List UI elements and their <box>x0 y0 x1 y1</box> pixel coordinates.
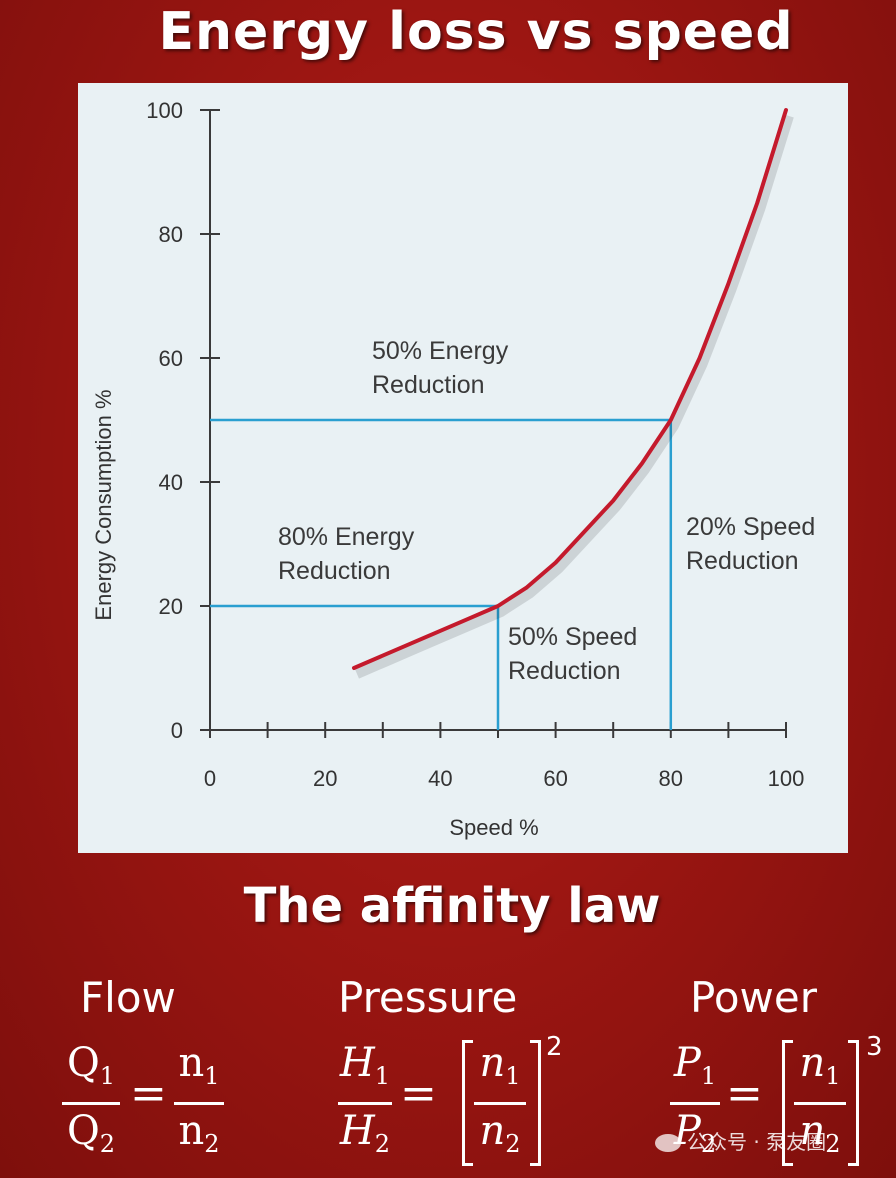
y-tick-label: 20 <box>159 594 183 619</box>
chart-panel: 0 20 40 60 80 100 0 20 40 60 80 100 Speed % Energy Co… <box>78 83 848 853</box>
x-tick-label: 20 <box>313 766 337 791</box>
power-lhs-num-sub: 1 <box>700 1062 717 1090</box>
flow-lhs-fraction: Q1 Q2 <box>62 1040 120 1167</box>
y-tick-label: 40 <box>159 470 183 495</box>
power-rhs-den-sub: 2 <box>825 1130 841 1158</box>
x-tick-label: 100 <box>768 766 805 791</box>
flow-label: Flow <box>80 973 176 1022</box>
y-tick-label: 80 <box>159 222 183 247</box>
annotation-label: 50% Energy <box>372 337 509 365</box>
affinity-law-title: The affinity law <box>243 878 661 934</box>
pressure-lhs-num-sub: 1 <box>374 1062 391 1090</box>
flow-lhs-num-sub: 1 <box>99 1062 116 1090</box>
power-rhs-fraction: n1 n2 <box>794 1040 846 1167</box>
annotation-label: Reduction <box>278 557 391 585</box>
flow-rhs-num-sub: 1 <box>204 1062 220 1090</box>
y-tick-label: 0 <box>171 718 183 743</box>
pressure-lhs-den-sub: 2 <box>374 1130 391 1158</box>
power-left-bracket <box>782 1040 793 1166</box>
power-rhs-num-sub: 1 <box>825 1062 841 1090</box>
power-right-bracket <box>848 1040 859 1166</box>
power-exponent: 3 <box>866 1032 883 1062</box>
energy-curve <box>352 108 788 670</box>
pressure-rhs-num-sub: 1 <box>505 1062 521 1090</box>
pressure-label: Pressure <box>338 973 518 1022</box>
annotation-label: 20% Speed <box>686 513 815 541</box>
pressure-rhs-num: n <box>479 1040 506 1086</box>
pressure-exponent: 2 <box>546 1032 563 1062</box>
annotation-label: Reduction <box>372 371 485 399</box>
flow-rhs-den-sub: 2 <box>204 1130 220 1158</box>
annotation-label: Reduction <box>686 547 799 575</box>
x-axis-label: Speed % <box>449 815 538 840</box>
flow-equals: = <box>130 1068 167 1119</box>
pressure-right-bracket <box>530 1040 541 1166</box>
page-title: Energy loss vs speed <box>158 2 794 62</box>
flow-rhs-den: n <box>178 1108 205 1154</box>
power-equals: = <box>726 1068 763 1119</box>
annotation-label: 80% Energy <box>278 523 415 551</box>
flow-rhs-fraction: n1 n2 <box>174 1040 224 1167</box>
watermark-text: 公众号 · 泵友圈 <box>687 1130 827 1154</box>
pressure-rhs-fraction: n1 n2 <box>474 1040 526 1167</box>
power-rhs-num: n <box>799 1040 826 1086</box>
annotation-label: 50% Speed <box>508 623 637 651</box>
x-tick-label: 60 <box>543 766 567 791</box>
flow-lhs-den-sub: 2 <box>99 1130 116 1158</box>
wechat-logo-icon <box>655 1134 681 1152</box>
power-rhs-den: n <box>799 1108 826 1154</box>
energy-speed-chart: 0 20 40 60 80 100 0 20 40 60 80 100 Speed % Energy Co… <box>91 98 815 840</box>
curve-shadow <box>355 114 794 679</box>
pressure-equals: = <box>400 1068 437 1119</box>
y-tick-label: 100 <box>146 98 183 123</box>
flow-rhs-num: n <box>178 1040 205 1086</box>
y-tick-label: 60 <box>159 346 183 371</box>
x-tick-label: 40 <box>428 766 452 791</box>
power-lhs-num: P <box>673 1040 701 1086</box>
pressure-left-bracket <box>462 1040 473 1166</box>
y-axis-label: Energy Consumption % <box>91 389 116 620</box>
flow-lhs-num: Q <box>66 1040 100 1086</box>
x-tick-label: 0 <box>204 766 216 791</box>
power-lhs-den-sub: 2 <box>700 1130 717 1158</box>
power-label: Power <box>690 973 817 1022</box>
pressure-lhs-den: H <box>339 1108 375 1154</box>
flow-lhs-den: Q <box>66 1108 100 1154</box>
pressure-rhs-den-sub: 2 <box>505 1130 521 1158</box>
pressure-rhs-den: n <box>479 1108 506 1154</box>
watermark: 公众号 · 泵友圈 <box>655 1126 826 1155</box>
pressure-lhs-num: H <box>339 1040 375 1086</box>
annotation-label: Reduction <box>508 657 621 685</box>
x-tick-label: 80 <box>659 766 683 791</box>
pressure-lhs-fraction: H1 H2 <box>338 1040 392 1167</box>
